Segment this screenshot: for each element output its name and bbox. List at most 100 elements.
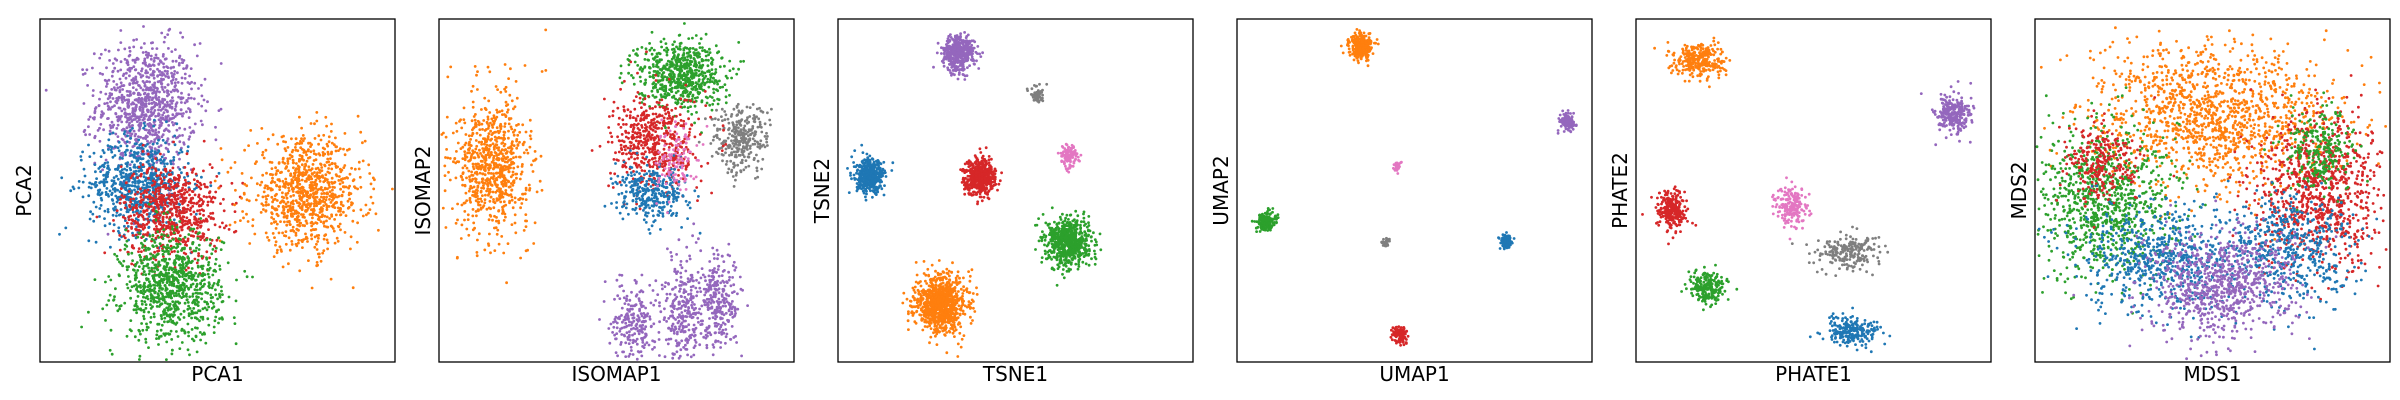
scatter-point — [463, 121, 467, 125]
scatter-point — [146, 217, 150, 221]
scatter-point — [208, 238, 212, 241]
scatter-point — [145, 171, 149, 175]
scatter-point — [162, 194, 166, 198]
scatter-point — [146, 149, 149, 153]
scatter-point — [143, 113, 147, 117]
scatter-point — [516, 144, 520, 147]
scatter-point — [115, 254, 119, 258]
scatter-point — [138, 354, 142, 358]
scatter-point — [139, 46, 143, 50]
scatter-point — [133, 113, 137, 117]
scatter-point — [270, 222, 273, 225]
scatter-point — [161, 97, 165, 101]
scatter-point — [460, 175, 463, 179]
scatter-point — [187, 304, 191, 308]
scatter-point — [226, 170, 230, 174]
scatter-point — [116, 86, 120, 90]
scatter-point — [197, 300, 200, 304]
scatter-point — [161, 116, 165, 120]
scatter-point — [140, 172, 143, 176]
scatter-point — [312, 222, 315, 226]
scatter-point — [113, 187, 117, 190]
scatter-point — [191, 273, 195, 277]
scatter-point — [108, 293, 112, 297]
scatter-point — [235, 278, 238, 282]
scatter-point — [161, 138, 165, 142]
scatter-point — [44, 88, 48, 92]
scatter-point — [142, 295, 145, 299]
scatter-point — [142, 183, 146, 187]
scatter-point — [211, 248, 215, 251]
scatter-point — [145, 322, 148, 326]
scatter-point — [109, 100, 112, 104]
scatter-point — [175, 254, 179, 258]
scatter-point — [169, 266, 173, 270]
scatter-point — [245, 275, 249, 279]
scatter-point — [125, 168, 129, 172]
scatter-point — [152, 315, 156, 319]
scatter-point — [157, 96, 161, 99]
scatter-point — [508, 201, 511, 205]
scatter-point — [331, 182, 334, 185]
scatter-point — [532, 242, 536, 245]
scatter-point — [96, 192, 100, 195]
scatter-point — [145, 213, 149, 216]
scatter-point — [190, 267, 194, 270]
scatter-point — [143, 84, 147, 88]
scatter-point — [123, 224, 126, 228]
scatter-point — [160, 323, 164, 327]
scatter-point — [501, 113, 504, 116]
scatter-point — [202, 169, 205, 173]
scatter-point — [159, 273, 163, 276]
scatter-point — [170, 185, 174, 189]
scatter-point — [161, 185, 165, 189]
scatter-point — [154, 131, 158, 134]
scatter-point — [308, 156, 312, 159]
scatter-point — [465, 166, 469, 170]
scatter-point — [94, 205, 98, 209]
scatter-point — [167, 142, 171, 146]
scatter-point — [443, 189, 447, 193]
scatter-point — [178, 126, 182, 130]
scatter-point — [524, 188, 528, 192]
scatter-point — [512, 156, 515, 160]
scatter-point — [163, 165, 167, 168]
scatter-point — [150, 266, 154, 270]
scatter-point — [106, 170, 110, 174]
scatter-point — [334, 136, 337, 140]
scatter-point — [141, 74, 145, 77]
scatter-point — [346, 176, 349, 180]
scatter-point — [322, 220, 326, 224]
scatter-point — [93, 111, 97, 115]
scatter-point — [132, 77, 135, 80]
scatter-point — [462, 106, 466, 110]
scatter-point — [129, 200, 133, 204]
scatter-point — [91, 116, 95, 120]
scatter-point — [333, 162, 337, 166]
scatter-point — [185, 100, 189, 103]
scatter-point — [87, 125, 90, 129]
scatter-point — [330, 141, 334, 145]
scatter-point — [203, 77, 207, 81]
scatter-point — [315, 119, 319, 123]
scatter-point — [174, 105, 178, 108]
scatter-point — [131, 86, 135, 89]
scatter-point — [178, 157, 181, 161]
scatter-point — [169, 183, 173, 186]
scatter-point — [281, 179, 285, 183]
scatter-point — [193, 193, 197, 197]
scatter-point — [322, 180, 326, 184]
scatter-point — [202, 209, 206, 213]
scatter-point — [101, 149, 105, 152]
scatter-point — [86, 84, 89, 87]
scatter-point — [137, 214, 141, 217]
scatter-point — [503, 183, 507, 186]
scatter-point — [159, 177, 163, 181]
scatter-point — [183, 178, 187, 182]
scatter-point — [101, 168, 104, 172]
scatter-point — [188, 353, 191, 357]
scatter-point — [487, 171, 490, 175]
scatter-point — [157, 149, 161, 153]
scatter-point — [504, 203, 508, 207]
scatter-point — [511, 170, 515, 174]
